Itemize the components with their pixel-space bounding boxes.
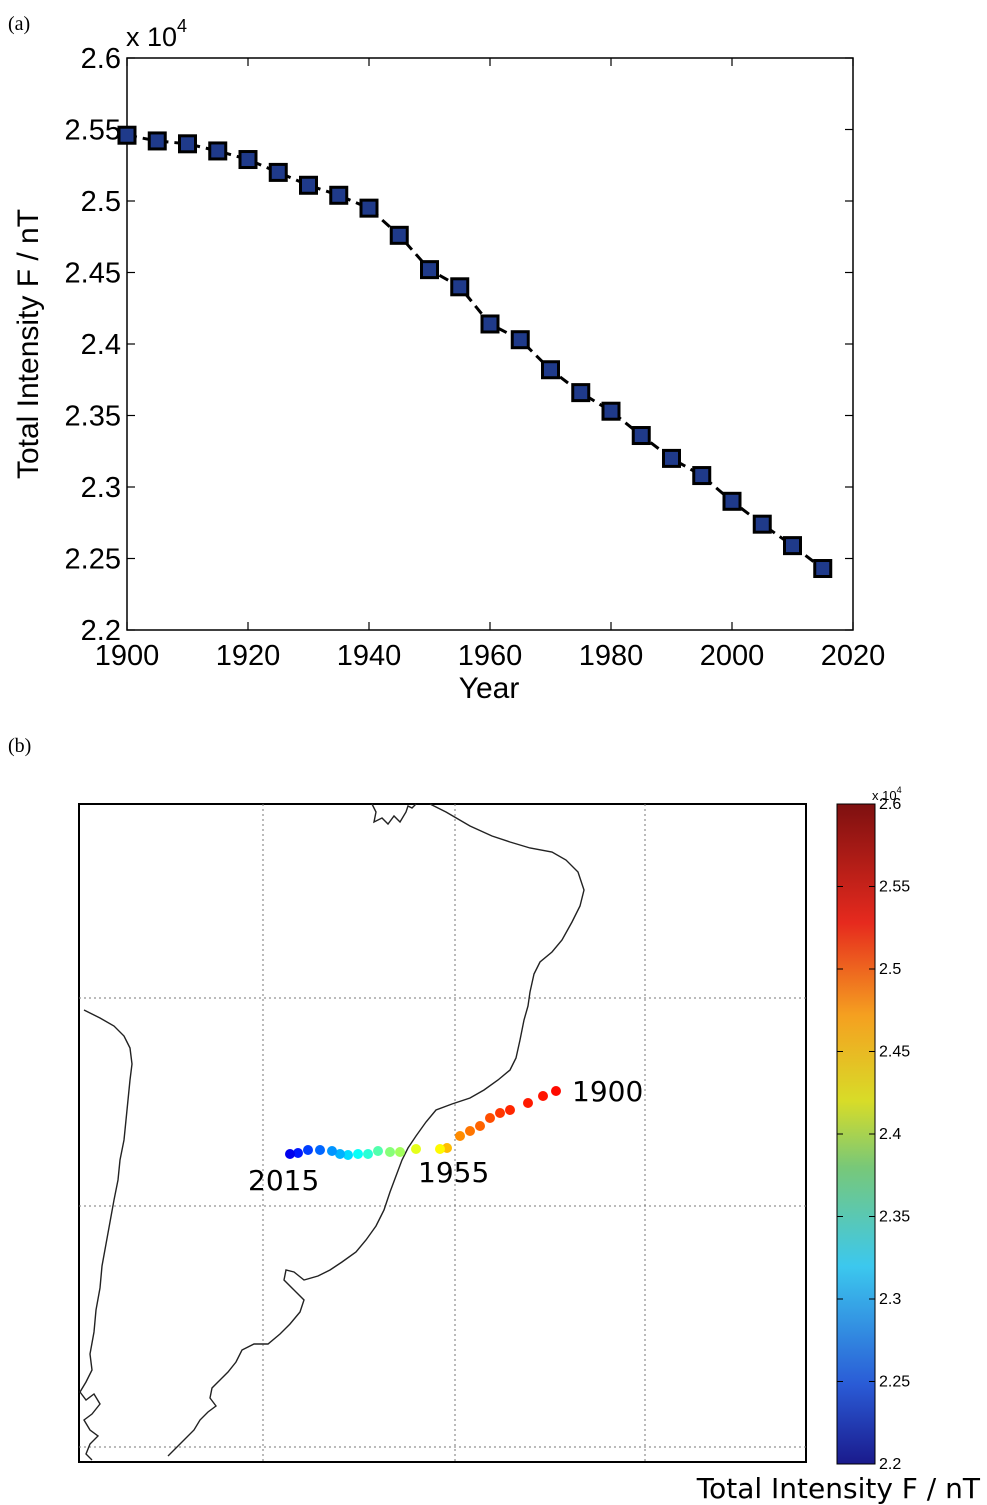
data-point-marker [480, 314, 500, 334]
intensity-point [343, 1150, 353, 1160]
data-point-marker [238, 150, 258, 170]
data-point-marker [813, 559, 833, 579]
data-point-marker [117, 125, 137, 145]
intensity-point [485, 1113, 495, 1123]
intensity-point [285, 1149, 295, 1159]
intensity-point [411, 1144, 421, 1154]
y-tick-label: 2.55 [65, 115, 121, 147]
colorbar-tick-label: 2.35 [879, 1209, 910, 1226]
intensity-point [435, 1144, 445, 1154]
colorbar-exponent: x 104 [872, 785, 902, 803]
y-tick-label: 2.45 [65, 258, 121, 290]
intensity-point [523, 1098, 533, 1108]
data-point-marker [420, 260, 439, 280]
y-axis-title: Total Intensity F / nT [12, 209, 45, 479]
x-axis-title: Year [459, 672, 520, 705]
data-point-marker [722, 491, 742, 511]
colorbar-tick-label: 2.4 [879, 1126, 901, 1143]
annotation-2015: 2015 [248, 1164, 319, 1197]
data-point-marker [268, 162, 288, 182]
colorbar-tick-label: 2.45 [879, 1044, 910, 1061]
plot-area-frame [126, 57, 854, 631]
data-point-marker [389, 225, 409, 245]
intensity-point [335, 1149, 345, 1159]
x-tick-label: 1900 [95, 640, 160, 672]
y-tick-label: 2.35 [65, 401, 121, 433]
intensity-point [353, 1149, 363, 1159]
intensity-point [293, 1148, 303, 1158]
data-point-marker [359, 198, 379, 218]
south-america-map: 1900 1955 2015 2.62.552.52.452.42.352.32… [78, 785, 981, 1505]
intensity-point [363, 1149, 373, 1159]
y-tick-label: 2.5 [81, 186, 121, 218]
data-point-marker [208, 141, 228, 161]
intensity-point [315, 1145, 325, 1155]
data-point-marker [631, 426, 651, 446]
y-tick-label: 2.3 [81, 472, 121, 504]
colorbar-tick-label: 2.2 [879, 1456, 901, 1473]
intensity-points [285, 1086, 561, 1160]
x-tick-label: 1980 [579, 640, 644, 672]
data-point-marker [662, 448, 681, 468]
data-point-marker [783, 536, 802, 556]
x-tick-label: 2000 [700, 640, 765, 672]
intensity-point [455, 1131, 465, 1141]
data-point-marker [178, 134, 197, 154]
intensity-point [495, 1108, 505, 1118]
data-point-marker [692, 466, 712, 486]
x-tick-label: 1940 [337, 640, 402, 672]
colorbar-tick-label: 2.55 [879, 879, 910, 896]
x-tick-label: 1920 [216, 640, 281, 672]
intensity-point [373, 1146, 383, 1156]
map-gridlines [79, 804, 806, 1462]
colorbar-tick-label: 2.25 [879, 1374, 910, 1391]
panel-label-a: (a) [8, 13, 30, 35]
coastline-east [167, 803, 585, 1457]
intensity-point [395, 1147, 405, 1157]
data-point-marker [299, 175, 318, 195]
y-tick-label: 2.4 [81, 329, 121, 361]
intensity-point [551, 1086, 561, 1096]
annotation-1900: 1900 [572, 1075, 643, 1108]
data-point-marker [601, 401, 621, 421]
annotation-1955: 1955 [418, 1156, 489, 1189]
colorbar: 2.6 2.55 2.5 2.45 2.4 2.35 2.3 2.25 2.2 x 104 To… [696, 785, 981, 1505]
intensity-point [538, 1091, 548, 1101]
intensity-point [465, 1126, 475, 1136]
y-tick-label: 2.25 [65, 544, 121, 576]
y-tick-label: 2.6 [81, 43, 121, 75]
colorbar-title: Total Intensity F / nT [696, 1472, 981, 1505]
intensity-point [505, 1105, 515, 1115]
panel-label-b: (b) [8, 735, 31, 757]
intensity-point [327, 1146, 337, 1156]
data-point-marker [329, 185, 349, 205]
colorbar-tick-label: 2.6 [879, 796, 901, 813]
x-tick-label: 1960 [458, 640, 523, 672]
data-point-marker [147, 131, 167, 151]
y-exponent-label: x 104 [126, 16, 187, 52]
data-point-marker [450, 277, 470, 297]
intensity-point [303, 1145, 313, 1155]
data-point-marker [510, 330, 530, 350]
x-tick-label: 2020 [821, 640, 886, 672]
intensity-line-chart: 2.2 2.25 2.3 2.35 2.4 2.45 2.5 2.55 2.6 1900 1920… [12, 16, 885, 705]
data-point-marker [571, 383, 591, 403]
intensity-point [385, 1147, 395, 1157]
data-point-marker [752, 514, 772, 534]
intensity-point [475, 1121, 485, 1131]
coastline-west [79, 1009, 133, 1461]
y-tick-label: 2.2 [81, 615, 121, 647]
data-point-marker [541, 360, 560, 380]
map-frame [78, 803, 807, 1463]
colorbar-tick-label: 2.5 [879, 961, 901, 978]
colorbar-tick-label: 2.3 [879, 1291, 901, 1308]
